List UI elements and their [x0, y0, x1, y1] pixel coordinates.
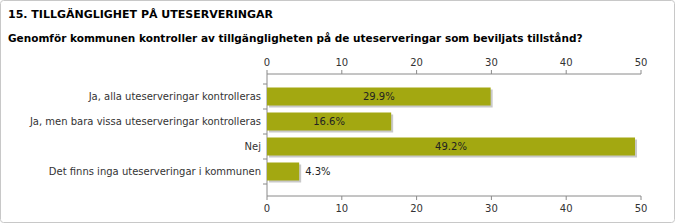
tick-label-bottom: 20: [410, 203, 423, 214]
category-tick: [263, 109, 267, 110]
data-label: 4.3%: [305, 166, 330, 177]
category-label: Det finns inga uteserveringar i kommunen: [49, 166, 261, 177]
tick-top: [341, 70, 342, 74]
tick-bottom: [491, 196, 492, 200]
category-tick: [263, 84, 267, 85]
title: 15. TILLGÄNGLIGHET PÅ UTESERVERINGAR: [8, 7, 273, 21]
tick-label-top: 10: [335, 57, 348, 68]
tick-bottom: [341, 196, 342, 200]
tick-top: [491, 70, 492, 74]
tick-label-top: 30: [485, 57, 498, 68]
category-tick: [263, 159, 267, 160]
category-tick: [263, 184, 267, 185]
tick-bottom: [416, 196, 417, 200]
tick-bottom: [641, 196, 642, 200]
bar: [267, 163, 299, 181]
chart-svg: 15. TILLGÄNGLIGHET PÅ UTESERVERINGAR Geno…: [0, 0, 675, 223]
category-tick: [263, 134, 267, 135]
bar: [267, 113, 391, 131]
frame: [1, 1, 675, 223]
tick-label-bottom: 10: [335, 203, 348, 214]
tick-bottom: [566, 196, 567, 200]
tick-bottom: [267, 196, 268, 200]
x-axis-top: [267, 74, 641, 75]
tick-label-top: 50: [635, 57, 648, 68]
tick-label-top: 0: [264, 57, 270, 68]
category-label: Nej: [245, 141, 261, 152]
bars: [267, 88, 637, 183]
data-label: 49.2%: [435, 141, 467, 152]
tick-label-top: 40: [560, 57, 573, 68]
x-axis-bottom: [267, 196, 641, 197]
tick-label-bottom: 30: [485, 203, 498, 214]
chart-container: 15. TILLGÄNGLIGHET PÅ UTESERVERINGAR Geno…: [0, 0, 675, 223]
data-label: 29.9%: [363, 91, 395, 102]
tick-top: [641, 70, 642, 74]
tick-label-bottom: 50: [635, 203, 648, 214]
tick-label-bottom: 0: [264, 203, 270, 214]
tick-label-top: 20: [410, 57, 423, 68]
category-label: Ja, men bara vissa uteserveringar kontro…: [29, 116, 261, 127]
tick-top: [267, 70, 268, 74]
data-label: 16.6%: [313, 116, 345, 127]
tick-top: [566, 70, 567, 74]
category-label: Ja, alla uteserveringar kontrolleras: [88, 91, 261, 102]
tick-top: [416, 70, 417, 74]
subtitle: Genomför kommunen kontroller av tillgäng…: [8, 32, 583, 44]
tick-label-bottom: 40: [560, 203, 573, 214]
bar: [267, 138, 635, 156]
bar: [267, 88, 491, 106]
